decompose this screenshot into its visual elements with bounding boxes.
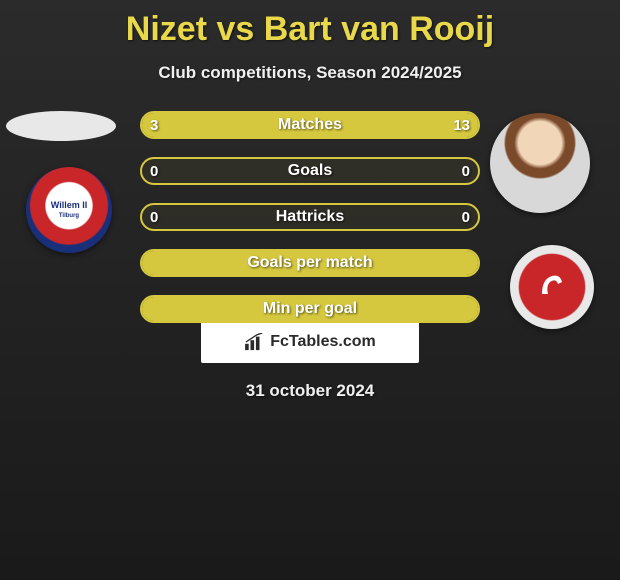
club-right-badge [510, 245, 594, 329]
club-left-label: Willem II Tilburg [51, 201, 87, 219]
stat-row-mpg: Min per goal [140, 295, 480, 323]
stat-label: Matches [278, 116, 342, 134]
player-left-avatar [6, 111, 116, 141]
stat-left-value: 0 [150, 163, 158, 180]
player-right-avatar [490, 113, 590, 213]
club-left-badge: Willem II Tilburg [26, 167, 112, 253]
stat-bars: 3 Matches 13 0 Goals 0 0 Hattricks 0 Goa… [140, 111, 480, 341]
stat-left-value: 0 [150, 209, 158, 226]
stat-right-value: 0 [462, 163, 470, 180]
stat-label: Goals per match [247, 254, 372, 272]
stat-label: Hattricks [276, 208, 344, 226]
club-left-city: Tilburg [59, 213, 79, 219]
stat-label: Min per goal [263, 300, 357, 318]
page-subtitle: Club competitions, Season 2024/2025 [0, 63, 620, 83]
stat-row-matches: 3 Matches 13 [140, 111, 480, 139]
stat-row-goals: 0 Goals 0 [140, 157, 480, 185]
footer-date: 31 october 2024 [0, 381, 620, 401]
club-left-name: Willem II [51, 200, 87, 210]
page-title: Nizet vs Bart van Rooij [0, 0, 620, 49]
stat-row-gpm: Goals per match [140, 249, 480, 277]
stat-row-hattricks: 0 Hattricks 0 [140, 203, 480, 231]
stat-right-value: 0 [462, 209, 470, 226]
stat-label: Goals [288, 162, 332, 180]
horse-icon [532, 264, 572, 310]
stat-right-value: 13 [453, 117, 470, 134]
stat-left-value: 3 [150, 117, 158, 134]
